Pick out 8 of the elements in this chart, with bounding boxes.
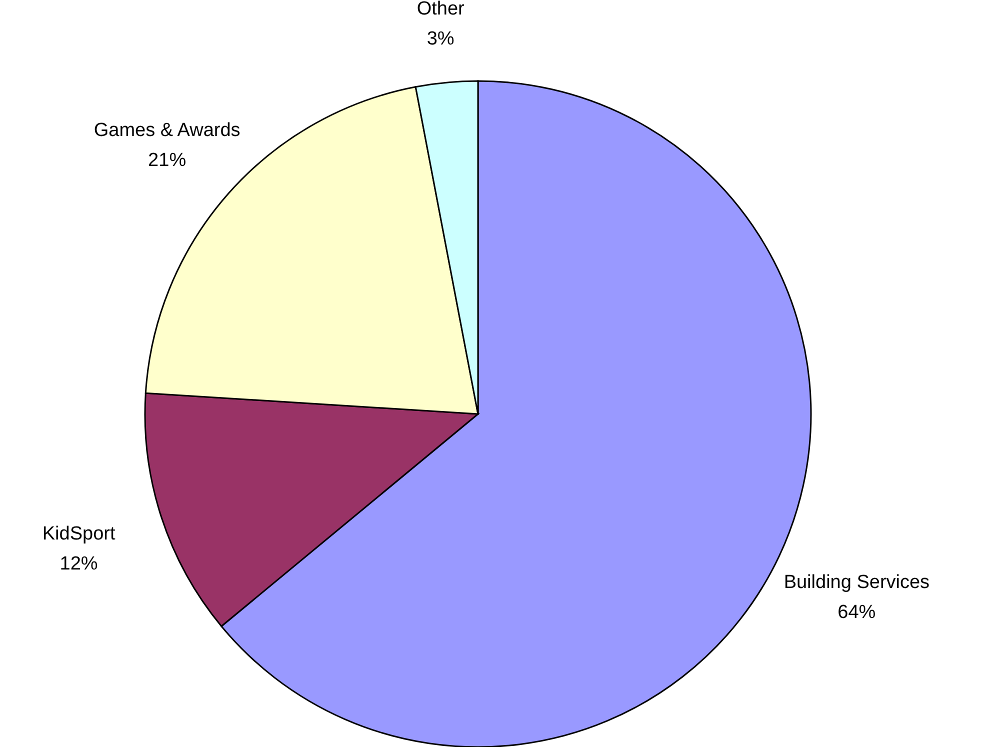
data-label: 3% xyxy=(426,28,454,50)
data-label: 12% xyxy=(60,554,98,575)
slice-label: KidSport xyxy=(42,524,116,545)
slice-label: Building Services xyxy=(784,572,930,594)
slice-label: Games & Awards xyxy=(94,120,240,141)
slice-label: Other xyxy=(416,0,466,20)
data-label: 64% xyxy=(838,602,876,624)
data-label: 21% xyxy=(148,150,186,171)
